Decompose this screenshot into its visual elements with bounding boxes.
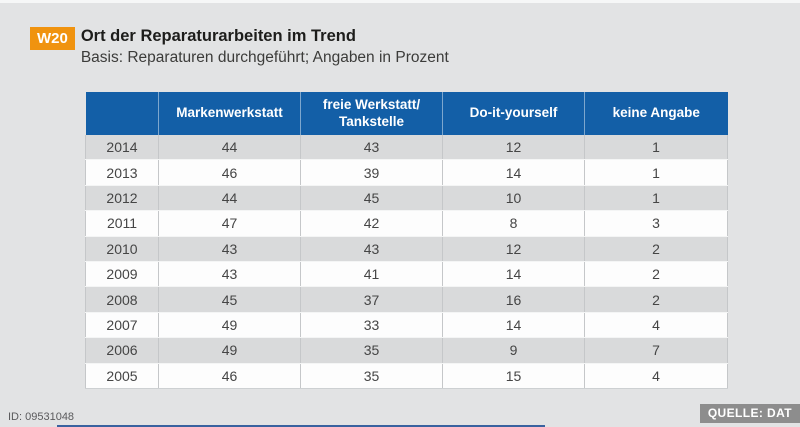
- value-cell: 49: [158, 312, 301, 339]
- value-cell: 43: [158, 261, 301, 288]
- figure-titles: Ort der Reparaturarbeiten im Trend Basis…: [81, 26, 449, 69]
- table-row-2012: 2012 44 45 10 1: [85, 185, 728, 212]
- value-cell: 49: [158, 337, 301, 364]
- figure-id: ID: 09531048: [8, 411, 75, 423]
- table-header: Markenwerkstatt freie Werkstatt/ Tankste…: [85, 92, 728, 135]
- value-cell: 41: [300, 261, 443, 288]
- figure-number-badge: W20: [30, 27, 75, 50]
- value-cell: 16: [442, 286, 585, 313]
- value-cell: 42: [300, 210, 443, 237]
- year-cell: 2010: [85, 236, 159, 262]
- column-header-do-it-yourself: Do-it-yourself: [442, 92, 585, 135]
- column-header-keine-angabe: keine Angabe: [584, 92, 728, 135]
- year-cell: 2006: [85, 337, 159, 364]
- value-cell: 8: [442, 210, 585, 237]
- value-cell: 14: [442, 261, 585, 288]
- column-header-year: [85, 92, 159, 135]
- value-cell: 46: [158, 363, 301, 389]
- value-cell: 44: [158, 135, 301, 161]
- table-row-2007: 2007 49 33 14 4: [85, 312, 728, 339]
- year-cell: 2012: [85, 185, 159, 212]
- figure-header: W20 Ort der Reparaturarbeiten im Trend B…: [30, 26, 449, 69]
- year-cell: 2008: [85, 286, 159, 313]
- value-cell: 4: [584, 363, 728, 389]
- year-cell: 2014: [85, 135, 159, 161]
- value-cell: 2: [584, 236, 728, 262]
- table-header-row: Markenwerkstatt freie Werkstatt/ Tankste…: [85, 92, 728, 135]
- value-cell: 14: [442, 312, 585, 339]
- value-cell: 43: [300, 236, 443, 262]
- value-cell: 12: [442, 135, 585, 161]
- value-cell: 35: [300, 363, 443, 389]
- value-cell: 1: [584, 135, 728, 161]
- table-row-2006: 2006 49 35 9 7: [85, 337, 728, 364]
- value-cell: 1: [584, 159, 728, 186]
- value-cell: 1: [584, 185, 728, 212]
- value-cell: 44: [158, 185, 301, 212]
- top-edge-divider: [0, 0, 800, 3]
- value-cell: 45: [300, 185, 443, 212]
- source-badge: QUELLE: DAT: [699, 404, 800, 423]
- value-cell: 37: [300, 286, 443, 313]
- column-header-markenwerkstatt: Markenwerkstatt: [158, 92, 301, 135]
- year-cell: 2007: [85, 312, 159, 339]
- column-header-freie-werkstatt: freie Werkstatt/ Tankstelle: [300, 92, 443, 135]
- value-cell: 43: [300, 135, 443, 161]
- bottom-divider: [57, 425, 545, 427]
- value-cell: 46: [158, 159, 301, 186]
- year-cell: 2005: [85, 363, 159, 389]
- table-row-2010: 2010 43 43 12 2: [85, 236, 728, 262]
- value-cell: 7: [584, 337, 728, 364]
- value-cell: 14: [442, 159, 585, 186]
- value-cell: 10: [442, 185, 585, 212]
- table-body: 2014 44 43 12 1 2013 46 39 14 1 2012 44 …: [85, 135, 728, 389]
- value-cell: 4: [584, 312, 728, 339]
- data-table: Markenwerkstatt freie Werkstatt/ Tankste…: [85, 92, 728, 389]
- year-cell: 2011: [85, 210, 159, 237]
- table-row-2009: 2009 43 41 14 2: [85, 261, 728, 288]
- value-cell: 9: [442, 337, 585, 364]
- page-subtitle: Basis: Reparaturen durchgeführt; Angaben…: [80, 48, 449, 66]
- year-cell: 2013: [85, 159, 159, 186]
- value-cell: 33: [300, 312, 443, 339]
- value-cell: 2: [584, 261, 728, 288]
- value-cell: 47: [158, 210, 301, 237]
- value-cell: 39: [300, 159, 443, 186]
- table-row-2011: 2011 47 42 8 3: [85, 210, 728, 237]
- value-cell: 15: [442, 363, 585, 389]
- value-cell: 3: [584, 210, 728, 237]
- table-row-2005: 2005 46 35 15 4: [85, 363, 728, 389]
- value-cell: 35: [300, 337, 443, 364]
- table-row-2014: 2014 44 43 12 1: [85, 135, 728, 161]
- table-row-2008: 2008 45 37 16 2: [85, 286, 728, 313]
- page-title: Ort der Reparaturarbeiten im Trend: [80, 27, 356, 45]
- table-row-2013: 2013 46 39 14 1: [85, 159, 728, 186]
- value-cell: 2: [584, 286, 728, 313]
- value-cell: 45: [158, 286, 301, 313]
- value-cell: 43: [158, 236, 301, 262]
- value-cell: 12: [442, 236, 585, 262]
- year-cell: 2009: [85, 261, 159, 288]
